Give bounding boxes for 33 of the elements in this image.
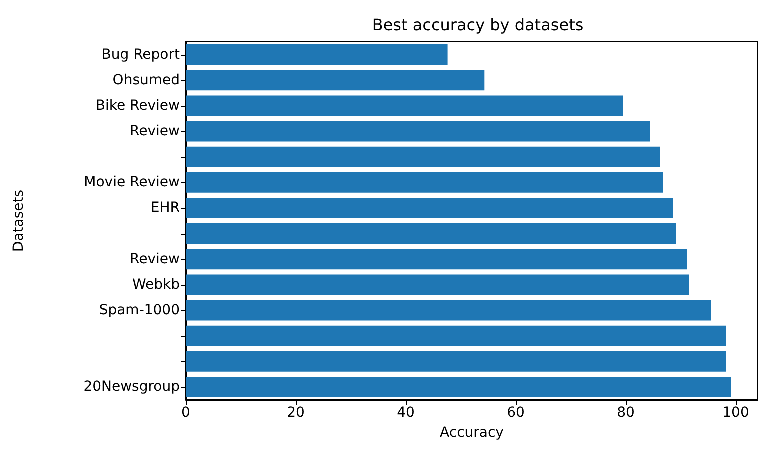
y-tick-label: Review — [130, 251, 180, 268]
y-axis-title: Datasets — [11, 190, 27, 252]
bar — [186, 326, 726, 346]
bar — [186, 172, 664, 193]
x-tick-label: 40 — [397, 405, 415, 421]
x-axis-title: Accuracy — [440, 425, 504, 441]
y-tick-label: Bug Report — [102, 46, 180, 63]
x-tick-label: 80 — [617, 405, 635, 421]
bar — [186, 198, 674, 218]
y-tick-label: Bike Review — [96, 98, 180, 114]
x-tick-label: 100 — [722, 405, 750, 421]
bar — [186, 351, 726, 372]
y-tick-label: EHR — [150, 200, 180, 216]
x-tick-label: 0 — [182, 405, 190, 421]
bar — [186, 300, 712, 321]
bar — [186, 224, 676, 244]
chart-title: Best accuracy by datasets — [372, 16, 584, 34]
y-tick-label: Review — [130, 124, 180, 140]
bar — [186, 96, 624, 116]
bar — [186, 70, 485, 91]
y-tick-label: Movie Review — [84, 174, 180, 191]
bar — [186, 249, 688, 270]
y-tick-label: Spam-1000 — [99, 302, 180, 318]
bar — [186, 274, 690, 296]
x-tick-label: 20 — [287, 405, 305, 421]
bar — [186, 44, 448, 66]
bar — [186, 121, 650, 142]
y-tick-label: Webkb — [132, 276, 180, 293]
y-tick-label: Ohsumed — [112, 72, 180, 88]
x-tick-label: 60 — [507, 405, 525, 421]
bar — [186, 146, 660, 168]
bar — [186, 376, 732, 398]
y-tick-label: 20Newsgroup — [84, 379, 180, 396]
